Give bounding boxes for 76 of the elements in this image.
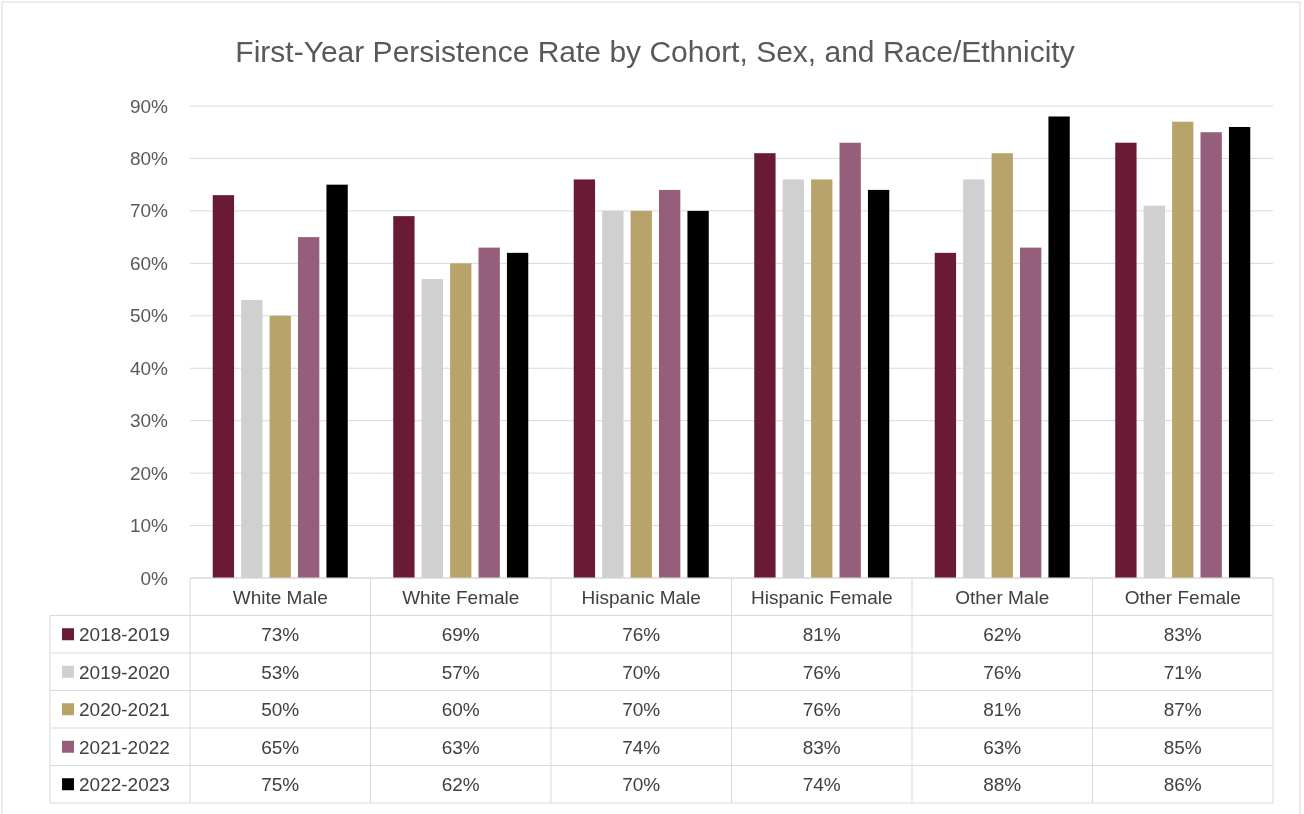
legend-label: 2018-2019 <box>79 624 170 646</box>
bar <box>1115 142 1137 578</box>
bar <box>326 184 348 578</box>
data-label: 70% <box>622 699 661 721</box>
data-label: 70% <box>622 774 661 796</box>
legend-label: 2021-2022 <box>79 736 170 758</box>
legend-label: 2022-2023 <box>79 774 170 796</box>
bar <box>212 195 235 578</box>
data-label: 71% <box>1163 661 1202 683</box>
data-label: 76% <box>983 661 1022 683</box>
data-label: 87% <box>1163 699 1202 721</box>
data-label: 70% <box>622 661 661 683</box>
data-label: 63% <box>441 736 480 758</box>
bar <box>839 142 861 578</box>
x-tick-label: Other Female <box>1124 586 1241 608</box>
bar <box>934 252 957 578</box>
x-tick-label: Other Male <box>955 586 1050 608</box>
y-tick-label: 60% <box>129 252 169 274</box>
data-label: 57% <box>441 661 480 683</box>
data-label: 53% <box>261 661 300 683</box>
y-tick-label: 30% <box>129 410 169 432</box>
data-label: 63% <box>983 736 1022 758</box>
data-label: 85% <box>1163 736 1202 758</box>
x-tick-label: White Male <box>232 586 328 608</box>
bar <box>393 216 415 578</box>
data-label: 65% <box>261 736 300 758</box>
chart-title: First-Year Persistence Rate by Cohort, Sex, and Race/Ethnicity <box>235 35 1075 68</box>
bar <box>478 247 500 578</box>
y-tick-label: 10% <box>129 515 169 537</box>
data-label: 60% <box>441 699 480 721</box>
bar <box>573 179 596 578</box>
bar <box>687 210 709 578</box>
bar <box>298 237 320 578</box>
legend-label: 2020-2021 <box>79 699 170 721</box>
data-label: 75% <box>261 774 300 796</box>
bar <box>1020 247 1042 578</box>
data-label: 76% <box>622 624 661 646</box>
bar <box>450 263 472 578</box>
y-tick-label: 20% <box>129 462 169 484</box>
x-tick-label: White Female <box>402 586 520 608</box>
y-tick-label: 80% <box>129 148 169 170</box>
data-label: 73% <box>261 624 300 646</box>
bar <box>659 189 681 578</box>
bar <box>630 210 652 578</box>
data-label: 50% <box>261 699 300 721</box>
bar <box>754 153 776 578</box>
x-tick-label: Hispanic Male <box>581 586 701 608</box>
data-label: 74% <box>802 774 841 796</box>
bar <box>1228 126 1251 578</box>
data-label: 69% <box>441 624 480 646</box>
y-tick-label: 90% <box>129 95 169 117</box>
data-label: 81% <box>983 699 1022 721</box>
bar <box>867 189 890 578</box>
y-tick-label: 70% <box>129 200 169 222</box>
bar <box>1200 132 1222 578</box>
bar <box>1172 121 1194 578</box>
data-label: 88% <box>983 774 1022 796</box>
bar <box>1048 116 1070 578</box>
data-label: 62% <box>441 774 480 796</box>
data-label: 83% <box>802 736 841 758</box>
y-tick-label: 40% <box>129 357 169 379</box>
bar <box>991 153 1013 578</box>
data-label: 86% <box>1163 774 1202 796</box>
data-label: 81% <box>802 624 841 646</box>
data-label: 76% <box>802 661 841 683</box>
data-label: 83% <box>1163 624 1202 646</box>
y-tick-label: 50% <box>129 305 169 327</box>
bar <box>506 252 529 578</box>
bar <box>269 315 291 578</box>
data-label: 74% <box>622 736 661 758</box>
legend-label: 2019-2020 <box>79 661 170 683</box>
x-tick-label: Hispanic Female <box>751 586 893 608</box>
y-tick-label: 0% <box>140 567 169 589</box>
data-label: 76% <box>802 699 841 721</box>
data-label: 62% <box>983 624 1022 646</box>
bar <box>811 179 833 578</box>
